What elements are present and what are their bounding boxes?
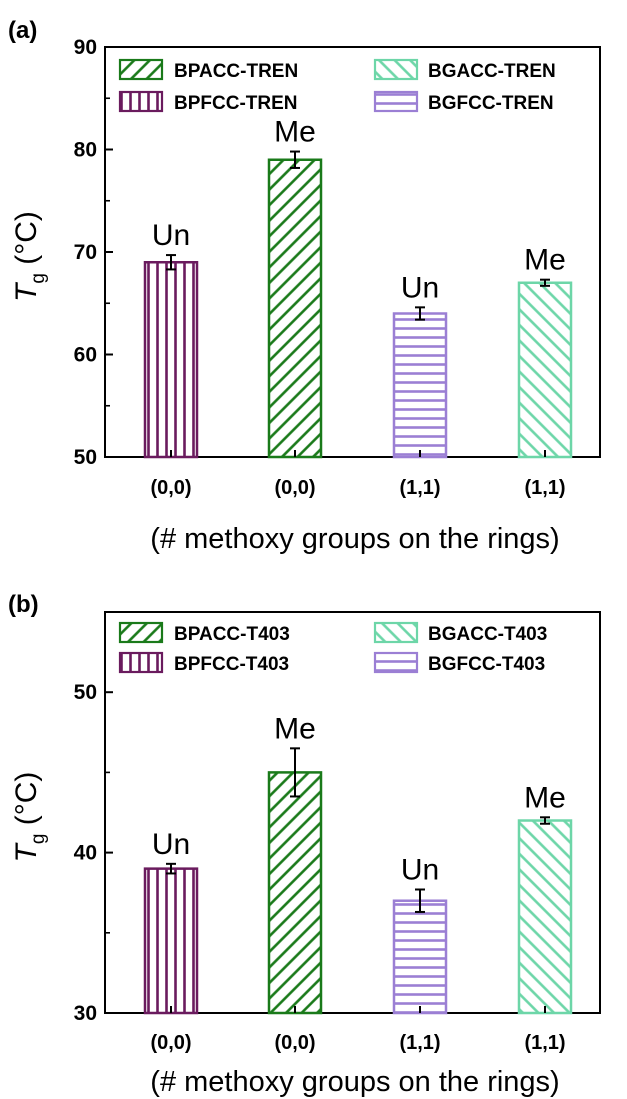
x-tick-label: (0,0) — [150, 1032, 191, 1054]
data-label: Un — [401, 271, 439, 304]
legend-item: BPFCC-T403 — [118, 651, 289, 675]
legend-item: BPACC-TREN — [118, 58, 298, 82]
data-label: Me — [274, 116, 316, 149]
legend-swatch — [373, 651, 419, 674]
panel-a: (a) 50 60 70 80 90 Tg (°C) Un (0,0) Me (0,0) Un (1,1… — [8, 17, 601, 555]
legend-label: BPACC-T403 — [174, 624, 290, 645]
y-axis-label: Tg (°C) — [10, 772, 49, 863]
legend-label: BGACC-T403 — [428, 624, 547, 645]
y-axis-symbol: T — [10, 281, 43, 302]
legend-item: BGFCC-T403 — [373, 651, 545, 675]
legend-label: BGFCC-T403 — [428, 654, 545, 675]
bar-bpfcc-t403 — [143, 867, 199, 1015]
y-axis-subscript: g — [28, 834, 49, 845]
y-tick-label: 30 — [74, 1002, 97, 1025]
y-tick-label: 60 — [74, 344, 97, 367]
data-label: Me — [524, 781, 566, 814]
bar-bgfcc-t403 — [392, 899, 448, 1015]
data-label: Me — [274, 712, 316, 745]
legend-label: BGFCC-TREN — [428, 93, 554, 114]
legend-item: BGACC-TREN — [373, 58, 556, 82]
y-axis-subscript: g — [28, 273, 49, 284]
y-tick-label: 90 — [74, 36, 97, 59]
y-tick-label: 40 — [74, 842, 97, 865]
data-label: Un — [401, 853, 439, 886]
y-axis-unit: (°C) — [10, 772, 43, 834]
bar-bpacc-tren — [267, 158, 323, 459]
legend-swatch — [118, 651, 164, 674]
legend-swatch — [118, 58, 164, 81]
y-axis-unit: (°C) — [10, 211, 43, 273]
legend-swatch — [118, 90, 164, 113]
data-label: Me — [524, 244, 566, 277]
x-axis-label: (# methoxy groups on the rings) — [150, 523, 559, 555]
legend-label: BPFCC-T403 — [174, 654, 289, 675]
legend-item: BGACC-T403 — [373, 621, 547, 645]
x-tick-label: (1,1) — [524, 1032, 565, 1054]
legend-item: BGFCC-TREN — [373, 90, 554, 114]
data-label: Un — [152, 219, 190, 252]
bar-bpfcc-tren — [143, 261, 199, 459]
plot-frame — [104, 611, 601, 1014]
x-tick-label: (0,0) — [274, 477, 315, 499]
legend-swatch — [373, 58, 419, 81]
bar-bpacc-t403 — [267, 771, 323, 1015]
x-tick-label: (1,1) — [524, 477, 565, 499]
y-tick-label: 70 — [74, 241, 97, 264]
legend-label: BPFCC-TREN — [174, 93, 298, 114]
legend-item: BPFCC-TREN — [118, 90, 298, 114]
data-label: Un — [152, 828, 190, 861]
legend-swatch — [373, 90, 419, 113]
bar-bgacc-t403 — [517, 819, 573, 1015]
x-axis-label: (# methoxy groups on the rings) — [150, 1066, 559, 1098]
x-tick-label: (1,1) — [399, 477, 440, 499]
y-tick-label: 50 — [74, 681, 97, 704]
panel-b: (b) 30 40 50 Tg (°C) Un (0,0) Me (0,0) Un (1,1) Me (… — [8, 591, 601, 1098]
legend-label: BGACC-TREN — [428, 61, 556, 82]
x-tick-label: (0,0) — [150, 477, 191, 499]
y-axis-symbol: T — [10, 842, 43, 863]
bar-bgfcc-tren — [392, 312, 448, 459]
bar-bgacc-tren — [517, 281, 573, 459]
panel-label: (a) — [8, 17, 37, 44]
legend-swatch — [373, 621, 419, 644]
legend-swatch — [118, 621, 164, 644]
x-tick-label: (1,1) — [399, 1032, 440, 1054]
panel-label: (b) — [8, 591, 39, 618]
legend-label: BPACC-TREN — [174, 61, 298, 82]
legend-item: BPACC-T403 — [118, 621, 290, 645]
y-tick-label: 80 — [74, 139, 97, 162]
x-tick-label: (0,0) — [274, 1032, 315, 1054]
y-axis-label: Tg (°C) — [10, 211, 49, 302]
y-tick-label: 50 — [74, 446, 97, 469]
